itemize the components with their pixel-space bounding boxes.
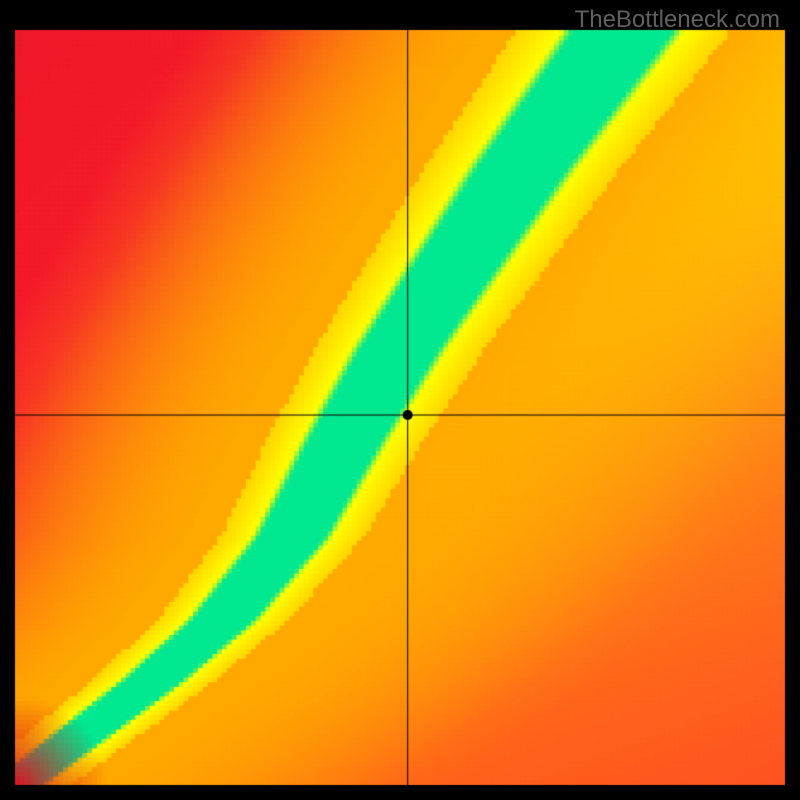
watermark-text: TheBottleneck.com xyxy=(575,6,780,34)
bottleneck-heatmap xyxy=(0,0,800,800)
chart-container: TheBottleneck.com xyxy=(0,0,800,800)
